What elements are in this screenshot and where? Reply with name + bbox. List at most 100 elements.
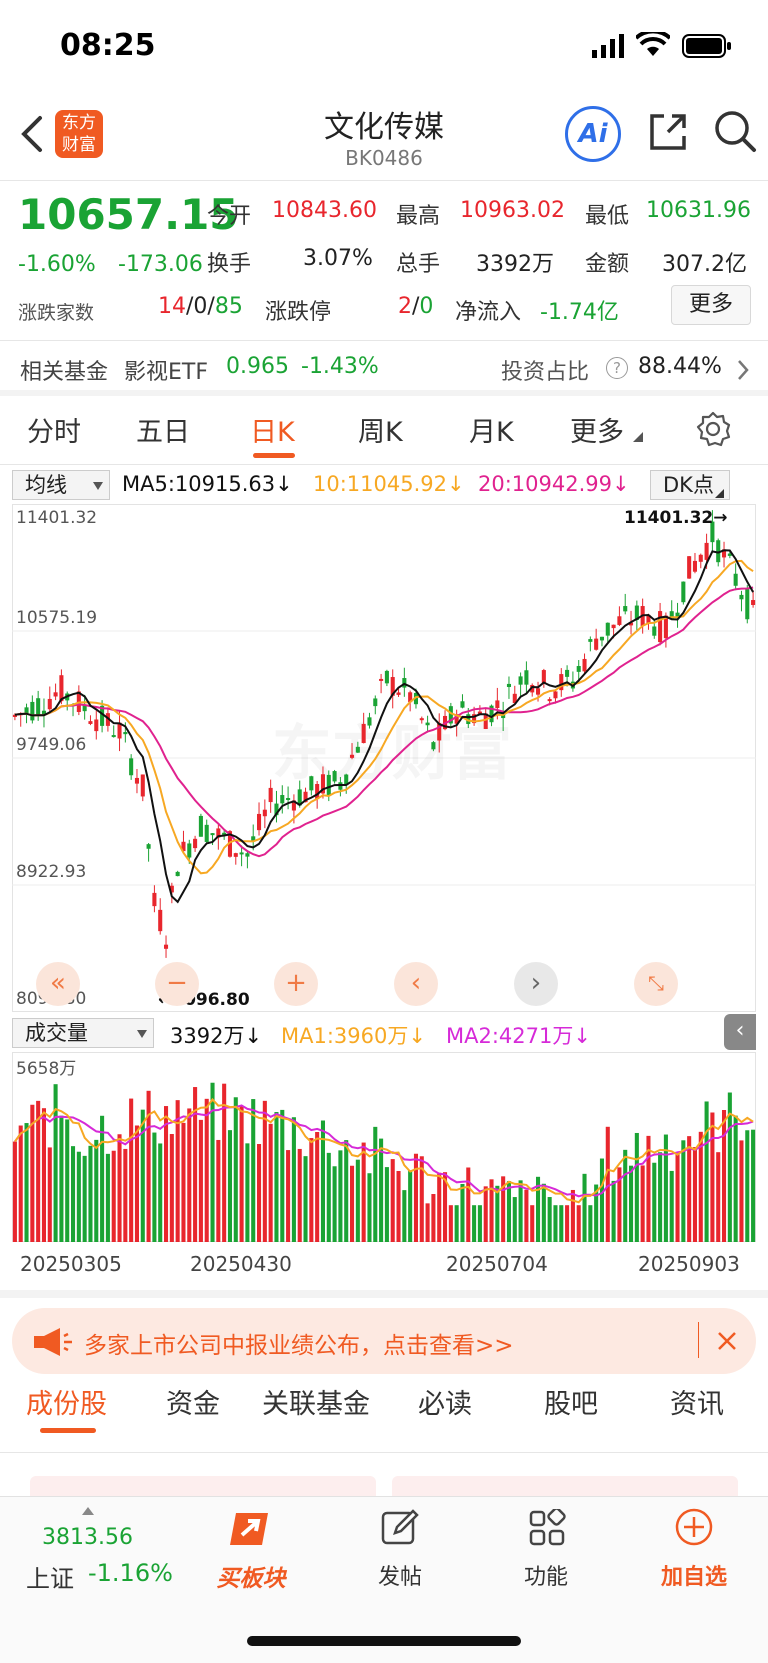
current-price: 10657.15 bbox=[18, 190, 239, 239]
chevron-right-icon[interactable] bbox=[736, 358, 750, 382]
max-price-mark: 11401.32→ bbox=[624, 508, 728, 528]
indicator-selector[interactable]: 成交量 bbox=[12, 1018, 154, 1048]
volume-bar bbox=[495, 1185, 500, 1242]
tab-news[interactable]: 资讯 bbox=[670, 1389, 724, 1420]
volume-bar bbox=[59, 1115, 64, 1242]
ma20-line bbox=[14, 586, 754, 858]
candle-body bbox=[408, 692, 413, 703]
back-icon[interactable] bbox=[18, 114, 44, 154]
sh-index-name[interactable]: 上证 bbox=[26, 1565, 74, 1593]
volume-bar bbox=[384, 1167, 389, 1242]
volume-bar bbox=[431, 1194, 436, 1242]
scroll-right-button[interactable]: › bbox=[514, 962, 558, 1006]
kline-chart[interactable]: 东方财富 bbox=[12, 504, 756, 1012]
scroll-far-left-button[interactable]: « bbox=[36, 962, 80, 1006]
bottom-toolbar: 3813.56 上证 -1.16% 买板块 发帖 功能 加自选 bbox=[0, 1496, 768, 1663]
more-button[interactable]: 更多 bbox=[671, 285, 751, 325]
fund-name[interactable]: 影视ETF bbox=[124, 360, 208, 385]
fund-price: 0.965 bbox=[226, 354, 289, 379]
limit-down-count: 0 bbox=[419, 294, 434, 319]
volume-bar bbox=[594, 1184, 599, 1242]
volume-bar bbox=[565, 1205, 570, 1242]
volume-bar bbox=[105, 1153, 110, 1242]
dk-selector[interactable]: DK点 bbox=[650, 470, 730, 500]
ma-selector[interactable]: 均线 bbox=[12, 470, 110, 500]
volume-chart[interactable] bbox=[12, 1052, 756, 1242]
scroll-left-button[interactable]: ‹ bbox=[394, 962, 438, 1006]
tab-must-read[interactable]: 必读 bbox=[418, 1389, 472, 1420]
sh-index-change[interactable]: -1.16% bbox=[88, 1559, 173, 1587]
candle-body bbox=[466, 714, 471, 725]
buy-block-button[interactable]: 买板块 bbox=[216, 1566, 286, 1592]
vol-ma1: MA1:3960万↓ bbox=[281, 1024, 426, 1048]
collapse-panel-button[interactable]: ‹ bbox=[724, 1014, 756, 1050]
ma5-line bbox=[14, 549, 754, 904]
tab-more[interactable]: 更多 bbox=[570, 417, 624, 448]
tab-monthly-k[interactable]: 月K bbox=[469, 417, 514, 448]
candle-body bbox=[210, 833, 215, 836]
volume-bar bbox=[251, 1099, 256, 1242]
volume-bar bbox=[373, 1126, 378, 1242]
candle-body bbox=[431, 742, 436, 750]
ratio-label: 投资占比 bbox=[501, 360, 590, 385]
tab-five-day[interactable]: 五日 bbox=[136, 417, 190, 448]
volume-bar bbox=[687, 1136, 692, 1242]
function-button[interactable]: 功能 bbox=[523, 1565, 568, 1590]
candle-body bbox=[338, 782, 343, 790]
candle-body bbox=[495, 700, 500, 709]
zoom-in-button[interactable]: + bbox=[274, 962, 318, 1006]
y-label-3: 9749.06 bbox=[16, 735, 87, 755]
notice-banner[interactable]: 多家上市公司中报业绩公布，点击查看>> bbox=[12, 1308, 756, 1374]
sh-index-value[interactable]: 3813.56 bbox=[42, 1525, 133, 1550]
volume-bar bbox=[181, 1122, 186, 1242]
candle-body bbox=[53, 692, 58, 697]
volume-bar bbox=[193, 1087, 198, 1242]
volume-bar bbox=[24, 1123, 29, 1242]
add-watch-button[interactable]: 加自选 bbox=[660, 1565, 727, 1590]
help-icon[interactable]: ? bbox=[606, 357, 628, 379]
candle-body bbox=[658, 611, 663, 643]
candle-body bbox=[175, 871, 180, 877]
candle-body bbox=[594, 638, 599, 650]
add-watch-icon bbox=[675, 1508, 713, 1546]
status-bar: 08:25 bbox=[0, 0, 768, 96]
tab-capital[interactable]: 资金 bbox=[166, 1389, 220, 1420]
search-icon[interactable] bbox=[712, 108, 758, 154]
candle-body bbox=[669, 611, 674, 619]
home-indicator[interactable] bbox=[247, 1636, 521, 1646]
ai-button[interactable]: Ai bbox=[565, 106, 621, 162]
candle-body bbox=[286, 797, 291, 800]
tab-related-funds[interactable]: 关联基金 bbox=[262, 1389, 370, 1420]
y-label-2: 10575.19 bbox=[16, 608, 98, 628]
candle-body bbox=[367, 717, 372, 726]
volume-bar bbox=[256, 1144, 262, 1242]
tab-weekly-k[interactable]: 周K bbox=[358, 417, 403, 448]
tab-constituents[interactable]: 成份股 bbox=[26, 1389, 107, 1420]
vol-ma2-line bbox=[14, 1104, 754, 1198]
tab-intraday[interactable]: 分时 bbox=[27, 417, 81, 448]
candles-group bbox=[12, 510, 756, 958]
fullscreen-button[interactable]: ⤡ bbox=[634, 962, 678, 1006]
volume-bar bbox=[117, 1134, 122, 1242]
settings-icon[interactable] bbox=[694, 410, 732, 448]
volume-bar bbox=[111, 1150, 116, 1242]
volume-bar bbox=[94, 1139, 99, 1242]
volume-bar bbox=[402, 1190, 407, 1242]
volume-bar bbox=[65, 1119, 70, 1242]
candle-body bbox=[41, 710, 47, 715]
close-icon[interactable] bbox=[716, 1330, 738, 1352]
volume-bar bbox=[396, 1170, 401, 1242]
zoom-out-button[interactable]: − bbox=[155, 962, 199, 1006]
high-label: 最高 bbox=[396, 204, 441, 229]
volume-bar bbox=[605, 1126, 610, 1242]
candle-body bbox=[152, 892, 157, 907]
card-placeholder bbox=[392, 1476, 738, 1496]
tab-forum[interactable]: 股吧 bbox=[544, 1389, 598, 1420]
candle-body bbox=[256, 813, 262, 831]
volume-bar bbox=[512, 1197, 517, 1242]
nav-bar: 东方财富 文化传媒 BK0486 Ai bbox=[0, 96, 768, 180]
volume-bar bbox=[466, 1167, 471, 1242]
post-button[interactable]: 发帖 bbox=[377, 1565, 422, 1590]
share-icon[interactable] bbox=[646, 110, 690, 154]
tab-daily-k[interactable]: 日K bbox=[250, 417, 295, 448]
